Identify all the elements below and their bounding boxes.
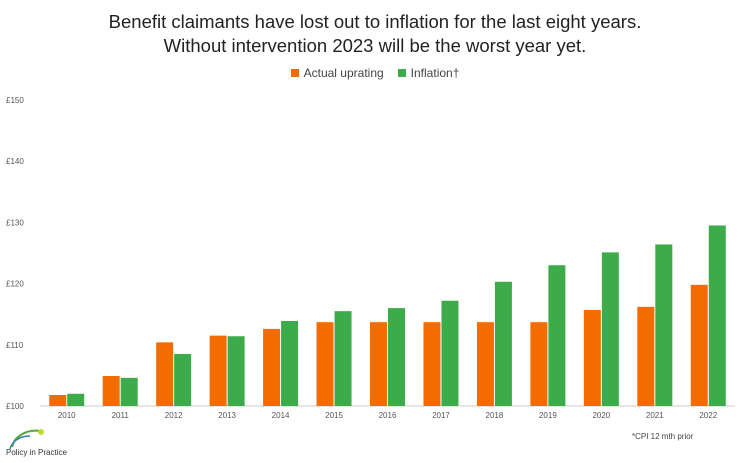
chart-title-line-2: Without intervention 2023 will be the wo… — [163, 35, 587, 56]
bar-actual-uprating-2020 — [583, 309, 601, 406]
footnote: *CPI 12 mth prior — [632, 432, 694, 441]
bar-inflation-2011 — [120, 377, 138, 406]
bar-actual-uprating-2022 — [690, 284, 708, 406]
legend-label-actual: Actual uprating — [303, 66, 384, 80]
bar-inflation-2020 — [601, 252, 619, 406]
x-tick-label: 2015 — [325, 411, 343, 420]
bar-actual-uprating-2014 — [263, 328, 281, 406]
bar-inflation-2019 — [548, 265, 566, 406]
bar-actual-uprating-2019 — [530, 322, 548, 406]
bar-actual-uprating-2021 — [637, 306, 655, 406]
policy-in-practice-logo-icon — [9, 429, 44, 450]
bar-actual-uprating-2016 — [370, 322, 387, 406]
legend-label-inflation: Inflation† — [410, 66, 460, 80]
legend-swatch-actual — [290, 69, 299, 77]
x-tick-label: 2019 — [539, 411, 557, 420]
bar-inflation-2014 — [281, 320, 299, 406]
x-tick-label: 2022 — [699, 411, 717, 420]
x-tick-label: 2010 — [58, 411, 76, 420]
bar-inflation-2010 — [67, 393, 85, 406]
chart-title-line-1: Benefit claimants have lost out to infla… — [108, 11, 642, 32]
bar-actual-uprating-2017 — [423, 322, 441, 406]
x-tick-label: 2021 — [646, 411, 664, 420]
legend-item-inflation: Inflation† — [397, 66, 460, 80]
legend-swatch-inflation — [397, 69, 406, 77]
bar-inflation-2015 — [334, 311, 352, 406]
bar-actual-uprating-2018 — [476, 322, 494, 406]
x-tick-label: 2016 — [379, 411, 397, 420]
y-tick-label: £130 — [6, 218, 24, 227]
y-tick-label: £140 — [6, 157, 24, 166]
y-tick-label: £120 — [6, 280, 24, 289]
x-tick-label: 2011 — [112, 411, 130, 420]
bar-inflation-2017 — [441, 300, 459, 406]
bar-actual-uprating-2011 — [102, 376, 120, 406]
y-tick-label: £100 — [6, 402, 24, 411]
x-tick-label: 2012 — [165, 411, 183, 420]
bar-actual-uprating-2015 — [316, 322, 334, 406]
y-tick-label: £150 — [6, 96, 24, 105]
chart-title: Benefit claimants have lost out to infla… — [0, 10, 750, 58]
bar-inflation-2018 — [494, 281, 512, 406]
x-tick-label: 2018 — [486, 411, 504, 420]
bar-actual-uprating-2013 — [209, 335, 227, 406]
x-tick-label: 2014 — [272, 411, 290, 420]
bar-actual-uprating-2010 — [49, 394, 67, 406]
x-tick-label: 2013 — [218, 411, 236, 420]
bar-inflation-2016 — [388, 308, 405, 406]
legend-item-actual: Actual uprating — [290, 66, 384, 80]
bar-inflation-2022 — [708, 225, 726, 406]
bar-inflation-2012 — [174, 353, 192, 406]
x-tick-label: 2020 — [592, 411, 610, 420]
x-tick-label: 2017 — [432, 411, 450, 420]
brand-name: Policy in Practice — [6, 448, 67, 457]
chart-legend: Actual uprating Inflation† — [0, 66, 750, 80]
y-tick-label: £110 — [6, 341, 24, 350]
bar-inflation-2013 — [227, 336, 245, 406]
bar-actual-uprating-2012 — [156, 342, 174, 406]
bar-inflation-2021 — [655, 244, 673, 406]
